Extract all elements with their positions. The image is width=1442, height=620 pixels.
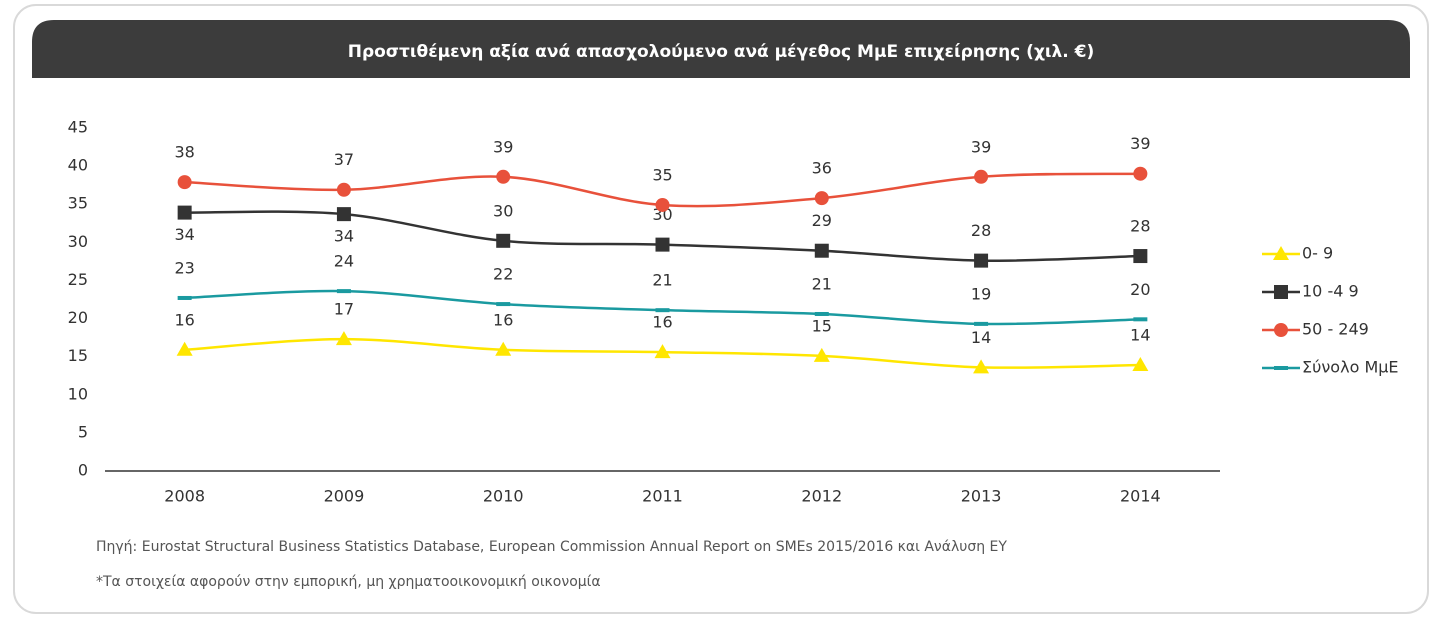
marker <box>1133 249 1148 264</box>
marker <box>177 295 192 300</box>
y-tick-label: 10 <box>68 384 88 403</box>
marker <box>496 233 511 248</box>
marker <box>496 302 511 307</box>
legend-label: 50 - 249 <box>1302 320 1369 339</box>
marker <box>654 344 671 359</box>
data-label: 39 <box>971 137 991 156</box>
data-label: 34 <box>174 225 194 244</box>
x-tick-label: 2009 <box>324 487 365 506</box>
data-label: 14 <box>1130 326 1150 345</box>
y-tick-label: 30 <box>68 232 88 251</box>
data-label: 22 <box>493 265 513 284</box>
y-tick-label: 45 <box>68 118 88 137</box>
y-tick-label: 0 <box>78 461 88 480</box>
y-tick-label: 20 <box>68 308 88 327</box>
data-label: 38 <box>174 143 194 162</box>
x-tick-label: 2014 <box>1120 487 1161 506</box>
y-tick-label: 5 <box>78 422 88 441</box>
data-label: 30 <box>652 205 672 224</box>
marker <box>813 347 830 362</box>
chart-title: Προστιθέμενη αξία ανά απασχολούμενο ανά … <box>348 42 1095 62</box>
x-tick-label: 2011 <box>642 487 683 506</box>
marker <box>814 191 829 206</box>
data-label: 16 <box>174 310 194 329</box>
marker <box>974 253 989 268</box>
data-label: 29 <box>812 211 832 230</box>
frame <box>13 4 1429 614</box>
y-tick-label: 40 <box>68 156 88 175</box>
marker <box>1274 323 1288 337</box>
x-tick-label: 2010 <box>483 487 524 506</box>
marker <box>655 237 670 252</box>
marker <box>974 169 989 184</box>
marker <box>973 359 990 374</box>
data-label: 19 <box>971 284 991 303</box>
marker <box>335 331 352 346</box>
marker <box>1133 166 1148 181</box>
data-label: 39 <box>1130 134 1150 153</box>
data-label: 24 <box>334 252 354 271</box>
data-label: 21 <box>812 274 832 293</box>
y-tick-label: 15 <box>68 346 88 365</box>
x-tick-label: 2008 <box>164 487 205 506</box>
data-label: 17 <box>334 300 354 319</box>
marker <box>1274 366 1288 370</box>
marker <box>814 243 829 258</box>
marker <box>336 289 351 294</box>
legend-label: 0- 9 <box>1302 244 1333 263</box>
data-label: 34 <box>334 227 354 246</box>
data-label: 28 <box>1130 217 1150 236</box>
marker <box>655 197 670 212</box>
data-label: 21 <box>652 271 672 290</box>
data-label: 20 <box>1130 280 1150 299</box>
data-label: 16 <box>652 313 672 332</box>
data-label: 23 <box>174 258 194 277</box>
marker <box>177 175 192 190</box>
marker <box>496 169 511 184</box>
marker <box>1133 317 1148 322</box>
note: *Τα στοιχεία αφορούν στην εμπορική, μη χ… <box>96 574 601 590</box>
marker <box>336 207 351 222</box>
y-tick-label: 35 <box>68 194 88 213</box>
x-tick-label: 2012 <box>801 487 842 506</box>
data-label: 37 <box>334 150 354 169</box>
data-label: 16 <box>493 310 513 329</box>
data-label: 15 <box>812 316 832 335</box>
marker <box>814 311 829 316</box>
marker <box>974 321 989 326</box>
marker <box>336 182 351 197</box>
data-label: 30 <box>493 201 513 220</box>
data-label: 28 <box>971 221 991 240</box>
y-tick-label: 25 <box>68 270 88 289</box>
marker <box>1132 357 1149 372</box>
marker <box>655 308 670 313</box>
legend-label: 10 -4 9 <box>1302 282 1359 301</box>
data-label: 36 <box>812 159 832 178</box>
marker <box>177 205 192 220</box>
legend-label: Σύνολο ΜμΕ <box>1302 358 1399 377</box>
marker <box>176 341 193 356</box>
x-tick-label: 2013 <box>961 487 1002 506</box>
marker <box>1273 246 1289 260</box>
title-bar <box>32 20 1410 78</box>
data-label: 35 <box>652 165 672 184</box>
marker <box>495 341 512 356</box>
data-label: 14 <box>971 328 991 347</box>
data-label: 39 <box>493 137 513 156</box>
marker <box>1274 285 1288 299</box>
source: Πηγή: Eurostat Structural Business Stati… <box>96 539 1007 555</box>
